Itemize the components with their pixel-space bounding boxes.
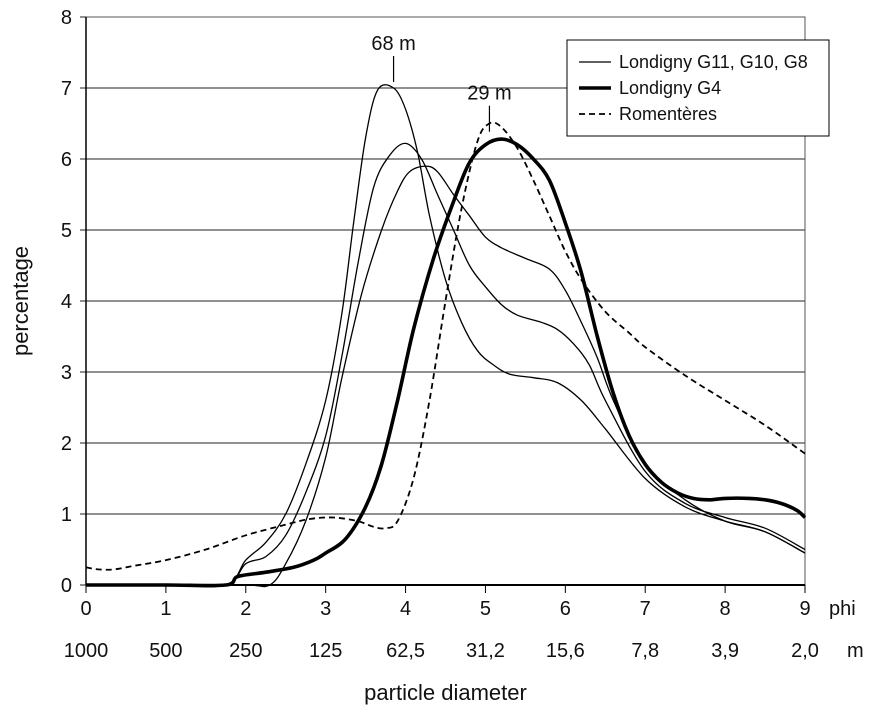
legend-label: Londigny G4 — [619, 78, 721, 98]
y-tick-label: 4 — [61, 291, 72, 313]
y-tick-label: 3 — [61, 362, 72, 384]
legend: Londigny G11, G10, G8 Londigny G4 Romentèr… — [566, 39, 830, 137]
x-axis-title: particle diameter — [364, 680, 527, 705]
legend-label: Londigny G11, G10, G8 — [619, 52, 808, 72]
x-unit-phi: phi — [829, 598, 856, 620]
y-tick-label: 7 — [61, 78, 72, 100]
x-secondary-tick-label: 1000 — [64, 640, 109, 662]
x-secondary-tick-label: 125 — [309, 640, 342, 662]
series-lines — [85, 84, 807, 588]
y-tick-label: 5 — [61, 220, 72, 242]
series-line-1 — [86, 84, 806, 588]
x-unit-micrometer: m — [847, 640, 864, 662]
x-tick-label: 9 — [799, 598, 810, 620]
x-secondary-tick-label: 31,2 — [466, 640, 505, 662]
x-tick-label: 1 — [160, 598, 171, 620]
x-tick-label: 8 — [720, 598, 731, 620]
x-tick-label: 6 — [560, 598, 571, 620]
legend-label: Romentères — [619, 104, 717, 124]
x-secondary-tick-label: 7,8 — [631, 640, 659, 662]
x-secondary-tick-label: 2,0 — [791, 640, 819, 662]
x-secondary-tick-label: 62,5 — [386, 640, 425, 662]
x-secondary-tick-label: 500 — [149, 640, 182, 662]
y-tick-label: 0 — [61, 575, 72, 597]
y-axis-title: percentage — [8, 246, 33, 356]
y-tick-label: 1 — [61, 504, 72, 526]
x-tick-label: 5 — [480, 598, 491, 620]
annotation-label-2: 29 m — [467, 83, 511, 105]
y-tick-label: 6 — [61, 149, 72, 171]
annotation-label-1: 68 m — [371, 33, 415, 55]
x-secondary-tick-label: 3,9 — [711, 640, 739, 662]
y-tick-label: 2 — [61, 433, 72, 455]
series-line-5 — [85, 121, 806, 571]
series-line-4 — [86, 137, 807, 588]
x-secondary-tick-label: 250 — [229, 640, 262, 662]
x-tick-label: 0 — [80, 598, 91, 620]
axes: 0 1 2 3 4 5 6 7 8 0 1 2 3 4 5 6 7 8 9 phi 1000 500 250 125 62,5 3… — [61, 7, 864, 662]
y-tick-label: 8 — [61, 7, 72, 29]
x-secondary-tick-label: 15,6 — [546, 640, 585, 662]
series-line-3 — [86, 165, 806, 588]
x-tick-label: 3 — [320, 598, 331, 620]
x-tick-label: 4 — [400, 598, 411, 620]
x-tick-label: 7 — [640, 598, 651, 620]
grid-lines — [86, 16, 805, 515]
annotations: 68 m 29 m — [371, 33, 512, 132]
x-tick-label: 2 — [240, 598, 251, 620]
series-line-2 — [86, 142, 806, 588]
